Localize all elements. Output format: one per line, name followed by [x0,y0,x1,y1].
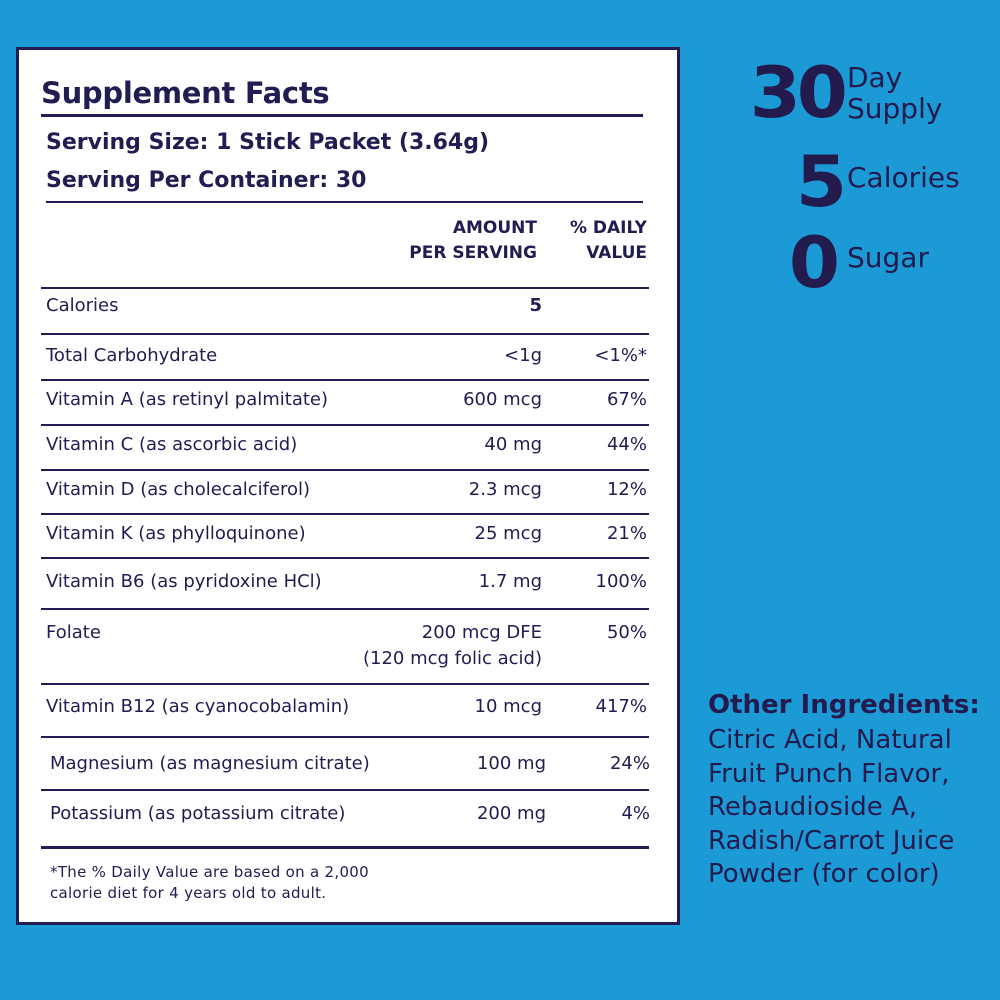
daily-value: 50% [606,622,647,643]
table-row: Vitamin K (as phylloquinone) 25 mcg 21% [19,523,677,553]
daily-value: 67% [606,389,647,410]
nutrient-name: Calories [46,295,119,316]
daily-value: 4% [621,803,650,824]
ingredient-line: Powder (for color) [708,859,940,889]
amount-per-serving: 200 mcg DFE [421,622,542,643]
supplement-facts-panel: Supplement Facts Serving Size: 1 Stick P… [16,47,680,925]
table-row: Total Carbohydrate <1g <1%* [19,345,677,375]
row-divider [41,424,649,426]
daily-value: 12% [606,479,647,500]
serving-size: Serving Size: 1 Stick Packet (3.64g) [46,130,490,155]
amount-per-serving: 100 mg [476,753,546,774]
dv-header-line: % DAILY [569,218,647,238]
nutrient-name: Total Carbohydrate [46,345,218,366]
facts-title: Supplement Facts [41,76,330,110]
highlight-label: Calories [847,161,960,194]
daily-value: 417% [595,696,647,717]
daily-value: 100% [595,571,647,592]
row-divider [41,287,649,289]
footnote-line: *The % Daily Value are based on a 2,000 [50,863,369,881]
daily-value-header: % DAILY VALUE [570,216,647,266]
highlight-label-line: Day [847,61,903,94]
amount-per-serving: <1g [504,345,542,366]
table-row: Vitamin C (as ascorbic acid) 40 mg 44% [19,434,677,464]
ingredient-line: Rebaudioside A, [708,792,918,822]
footnote: *The % Daily Value are based on a 2,000 … [50,862,369,904]
row-divider [41,333,649,335]
row-divider [41,789,649,791]
amount-per-serving: 40 mg [484,434,542,455]
highlight-label: Sugar [847,241,929,274]
amount-per-serving: 5 [529,295,542,316]
footnote-line: calorie diet for 4 years old to adult. [50,884,327,902]
dv-header-line: VALUE [586,243,647,263]
table-row: Folate 200 mcg DFE (120 mcg folic acid) 50% [19,622,677,669]
amount-per-serving: 25 mcg [474,523,542,544]
amount-per-serving: 200 mg [476,803,546,824]
ingredient-line: Radish/Carrot Juice [708,825,955,856]
table-row: Vitamin D (as cholecalciferol) 2.3 mcg 12% [19,479,677,509]
table-row: Calories 5 [19,295,677,325]
amount-per-serving: 2.3 mcg [468,479,542,500]
table-row: Vitamin A (as retinyl palmitate) 600 mcg 6… [19,389,677,419]
ingredient-line: Fruit Punch Flavor, [708,758,950,789]
nutrient-name: Vitamin A (as retinyl palmitate) [46,389,329,410]
amount-note: (120 mcg folic acid) [362,648,542,669]
divider [46,201,643,203]
table-row: Potassium (as potassium citrate) 200 mg 4% [19,803,677,833]
nutrient-name: Folate [46,622,101,643]
nutrient-name: Magnesium (as magnesium citrate) [50,753,370,774]
nutrient-name: Vitamin K (as phylloquinone) [46,523,306,544]
table-row: Vitamin B6 (as pyridoxine HCl) 1.7 mg 100% [19,571,677,601]
daily-value: 21% [606,523,647,544]
table-row: Magnesium (as magnesium citrate) 100 mg 24… [19,753,677,783]
divider-thick [41,114,643,117]
nutrient-name: Vitamin B6 (as pyridoxine HCl) [46,571,322,592]
highlight-number: 0 [788,222,840,304]
highlight-label: Day Supply [847,62,942,124]
row-divider [41,513,649,515]
highlight-label-line: Supply [847,92,943,125]
daily-value: 44% [606,434,647,455]
row-divider [41,469,649,471]
ingredient-line: Citric Acid, Natural [708,725,952,755]
other-ingredients-list: Citric Acid, Natural Fruit Punch Flavor,… [708,724,998,892]
amount-header: AMOUNT PER SERVING [409,216,537,266]
row-divider [41,736,649,738]
highlight-number: 30 [749,52,848,134]
row-divider [41,557,649,559]
amount-per-serving: 600 mcg [463,389,542,410]
table-row: Vitamin B12 (as cyanocobalamin) 10 mcg 417… [19,696,677,726]
divider-thick [41,846,649,849]
nutrient-name: Vitamin C (as ascorbic acid) [46,434,298,455]
row-divider [41,608,649,610]
amount-header-line: PER SERVING [409,243,537,263]
nutrient-name: Vitamin B12 (as cyanocobalamin) [46,696,350,717]
other-ingredients-heading: Other Ingredients: [708,690,980,720]
amount-per-serving: 1.7 mg [478,571,542,592]
daily-value: 24% [609,753,650,774]
row-divider [41,683,649,685]
amount-header-line: AMOUNT [452,218,537,238]
amount-per-serving: 10 mcg [474,696,542,717]
nutrient-name: Potassium (as potassium citrate) [50,803,346,824]
highlight-number: 5 [795,141,847,223]
nutrient-name: Vitamin D (as cholecalciferol) [46,479,311,500]
row-divider [41,379,649,381]
daily-value: <1%* [594,345,647,366]
servings-per-container: Serving Per Container: 30 [46,168,367,193]
